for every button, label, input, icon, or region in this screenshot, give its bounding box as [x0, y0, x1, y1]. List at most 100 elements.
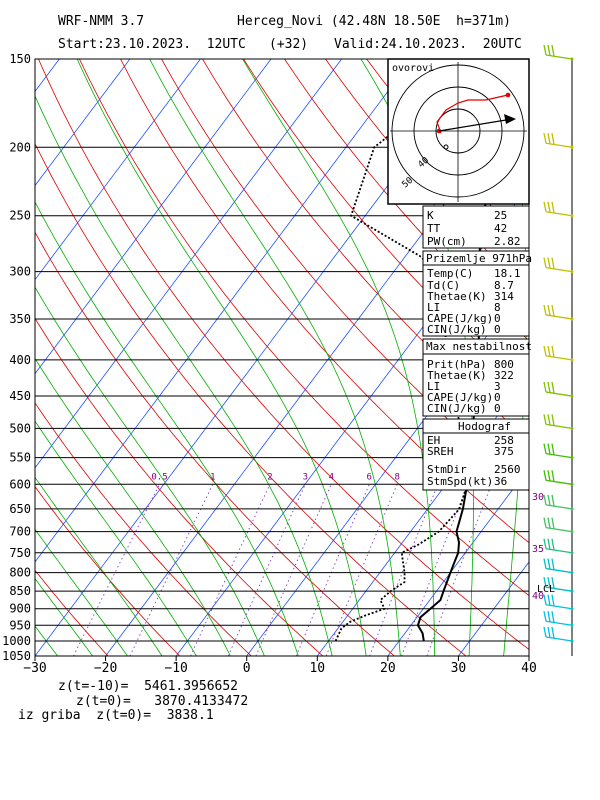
instability-value: 800 — [494, 358, 514, 371]
pressure-tick-label: 850 — [9, 584, 31, 598]
mixing-ratio-line — [190, 484, 271, 656]
wind-barb-icon — [543, 443, 574, 460]
pressure-tick-label: 200 — [9, 140, 31, 154]
valid-time: Valid:24.10.2023. 20UTC — [334, 37, 522, 52]
pressure-tick-label: 750 — [9, 546, 31, 560]
moist-adiabat — [35, 201, 299, 656]
hodograf-key: EH — [427, 434, 440, 447]
wind-barb-icon — [543, 345, 574, 362]
height-zero: z(t=0)= 3870.4133472 — [76, 694, 249, 709]
hodograf-title: Hodograf — [458, 420, 511, 433]
hodograf-value: 2560 — [494, 463, 521, 476]
mixing-ratio-line — [129, 484, 214, 656]
isotherm — [387, 467, 529, 656]
pressure-tick-label: 600 — [9, 477, 31, 491]
storm-motion-vector — [438, 119, 507, 132]
index-key: PW(cm) — [427, 235, 467, 248]
instability-key: Prit(hPa) — [427, 358, 487, 371]
pressure-tick-label: 350 — [9, 312, 31, 326]
hodograph-top-point — [505, 92, 511, 98]
pressure-tick-label: 500 — [9, 421, 31, 435]
instability-value: 322 — [494, 369, 514, 382]
wind-barb-icon — [543, 538, 574, 555]
moist-adiabat — [35, 286, 265, 656]
pressure-tick-label: 650 — [9, 502, 31, 516]
x-tick-label: −30 — [23, 661, 46, 676]
pressure-tick-label: 1000 — [2, 634, 31, 648]
surface-key: CAPE(J/kg) — [427, 312, 493, 325]
hodograf-value: 36 — [494, 475, 507, 488]
dry-adiabat — [161, 59, 529, 492]
wind-barb-icon — [543, 381, 574, 398]
dry-adiabat — [35, 231, 395, 656]
surface-key: CIN(J/kg) — [427, 323, 487, 336]
wind-barb-icon — [543, 414, 574, 430]
surface-key: Thetae(K) — [427, 290, 487, 303]
instability-key: CIN(J/kg) — [427, 402, 487, 415]
x-tick-label: 20 — [380, 661, 396, 676]
hodograf-key: StmDir — [427, 463, 467, 476]
skew-t-chart: 1502002503003504004505005506006507007508… — [2, 44, 600, 676]
wind-speed-label: 30 — [532, 492, 544, 503]
isotherm — [316, 373, 529, 656]
dry-adiabat — [572, 59, 600, 656]
hodograf-value: 375 — [494, 445, 514, 458]
instability-value: 0 — [494, 391, 501, 404]
mixing-ratio-label: 2 — [267, 472, 272, 482]
x-tick-label: 40 — [521, 661, 537, 676]
wind-profile: 30 35 40 LCL — [532, 44, 574, 656]
pressure-tick-label: 400 — [9, 353, 31, 367]
surface-value: 18.1 — [494, 267, 521, 280]
mixing-ratio-line — [401, 484, 469, 656]
pressure-tick-label: 700 — [9, 525, 31, 539]
station-title: Herceg_Novi (42.48N 18.50E h=371m) — [237, 14, 511, 29]
wind-barb-icon — [543, 577, 574, 593]
x-tick-label: 10 — [309, 661, 325, 676]
surface-key: Td(C) — [427, 279, 460, 292]
indices-panel: K 25 TT 42 PW(cm) 2.82 — [422, 205, 530, 249]
pressure-tick-label: 150 — [9, 52, 31, 66]
mixing-ratio-label: 4 — [329, 472, 334, 482]
wind-barb-icon — [543, 611, 574, 627]
hodograph-panel: ovorovi 40 50 — [387, 58, 530, 205]
pressure-tick-label: 450 — [9, 389, 31, 403]
model-title: WRF-NMM 3.7 — [58, 14, 145, 29]
instability-key: CAPE(J/kg) — [427, 391, 493, 404]
moist-adiabat — [35, 95, 333, 656]
isotherm — [35, 59, 131, 187]
height-grib-zero: iz griba z(t=0)= 3838.1 — [18, 708, 214, 723]
start-time: Start:23.10.2023. 12UTC — [58, 37, 246, 52]
wind-barb-icon — [543, 626, 574, 643]
index-value: 2.82 — [494, 235, 521, 248]
mixing-ratio-label: 6 — [367, 472, 372, 482]
moist-adiabat — [538, 59, 599, 656]
surface-panel: Prizemlje 971hPa Temp(C) 18.1 Td(C) 8.7 … — [422, 250, 532, 337]
height-minus10: z(t=-10)= 5461.3956652 — [58, 679, 239, 694]
index-value: 42 — [494, 222, 507, 235]
surface-value: 0 — [494, 323, 501, 336]
index-key: TT — [427, 222, 441, 235]
hodograph-trace — [436, 94, 509, 134]
dewpoint-profile — [334, 59, 487, 642]
pressure-tick-label: 550 — [9, 451, 31, 465]
pressure-tick-label: 250 — [9, 209, 31, 223]
wind-barb-icon — [543, 594, 574, 611]
wind-barb-icon — [543, 494, 574, 511]
isotherm — [528, 655, 529, 656]
hodograf-key: SREH — [427, 445, 454, 458]
index-key: K — [427, 209, 434, 222]
wind-speed-label: 40 — [532, 591, 544, 602]
instability-value: 3 — [494, 380, 501, 393]
moist-adiabat — [76, 59, 367, 656]
forecast-offset: (+32) — [269, 37, 309, 52]
mixing-ratio-line — [426, 484, 492, 656]
surface-value: 314 — [494, 290, 514, 303]
isotherm — [35, 59, 201, 281]
dry-adiabat — [531, 59, 600, 656]
mixing-ratio-label: 0.5 — [151, 472, 167, 482]
lcl-label: LCL — [537, 584, 555, 595]
hodograf-value: 258 — [494, 434, 514, 447]
mixing-ratio-line — [73, 484, 160, 656]
wind-barb-icon — [543, 201, 574, 218]
x-tick-label: −10 — [164, 661, 187, 676]
